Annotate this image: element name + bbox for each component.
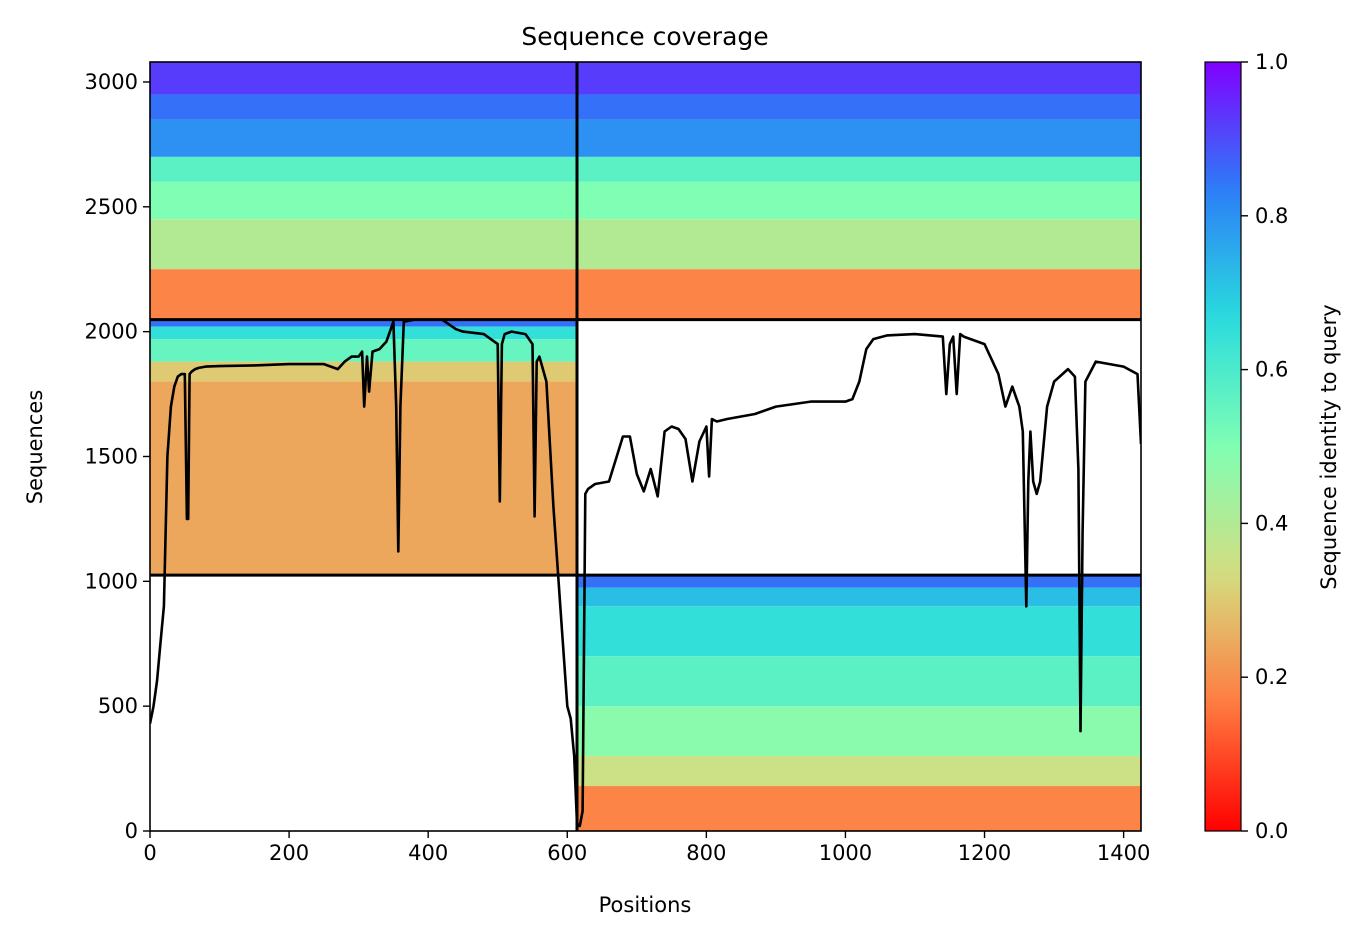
heatmap-band (150, 181, 577, 220)
coverage-line-layer (150, 318, 1141, 828)
colorbar-ticks: 0.0 0.2 0.4 0.6 0.8 1.0 (1241, 50, 1288, 843)
heatmap-area (150, 62, 1141, 831)
heatmap-band (576, 269, 1141, 320)
chart-title: Sequence coverage (521, 22, 768, 51)
heatmap-band (150, 62, 577, 95)
plot-frame (149, 61, 1142, 832)
y-tick-label: 500 (98, 694, 138, 718)
heatmap-band (576, 656, 1141, 707)
colorbar-tick-label: 1.0 (1255, 50, 1288, 74)
chain-boundaries (150, 62, 1141, 831)
y-axis-label: Sequences (23, 390, 47, 505)
heatmap-band (576, 575, 1141, 588)
heatmap-band (150, 219, 577, 270)
heatmap-band (576, 119, 1141, 157)
heatmap-band (576, 94, 1141, 120)
y-tick-label: 2500 (85, 195, 138, 219)
heatmap-band (150, 94, 577, 120)
heatmap-band (150, 319, 577, 327)
colorbar-tick-label: 0.4 (1255, 511, 1288, 535)
heatmap-band (576, 181, 1141, 220)
colorbar-label: Sequence identity to query (1317, 304, 1341, 589)
colorbar-tick-label: 0.2 (1255, 665, 1288, 689)
colorbar-tick-label: 0.0 (1255, 819, 1288, 843)
x-tick-label: 600 (547, 841, 587, 865)
heatmap-band (576, 786, 1141, 831)
x-axis-label: Positions (599, 893, 692, 917)
colorbar-gradient (1204, 61, 1242, 832)
y-tick-label: 3000 (85, 70, 138, 94)
x-tick-label: 200 (269, 841, 309, 865)
heatmap-band (576, 156, 1141, 182)
y-tick-label: 1000 (85, 569, 138, 593)
heatmap-band (150, 381, 577, 576)
colorbar: 0.0 0.2 0.4 0.6 0.8 1.0 Sequence identity to … (1204, 50, 1341, 843)
x-axis: 0 200 400 600 800 1000 1200 1400 (143, 831, 1150, 865)
y-tick-label: 2000 (85, 320, 138, 344)
x-tick-label: 800 (686, 841, 726, 865)
x-tick-label: 1200 (958, 841, 1011, 865)
colorbar-tick-label: 0.6 (1255, 358, 1288, 382)
heatmap-band (150, 339, 577, 362)
heatmap-band (150, 119, 577, 157)
heatmap-band (576, 219, 1141, 270)
x-tick-label: 1400 (1097, 841, 1150, 865)
heatmap-band (150, 326, 577, 340)
heatmap-band (150, 269, 577, 320)
heatmap-band (576, 62, 1141, 95)
y-axis: 0 500 1000 1500 2000 2500 3000 (85, 70, 150, 843)
x-tick-label: 0 (143, 841, 156, 865)
x-tick-label: 400 (408, 841, 448, 865)
y-tick-label: 0 (125, 819, 138, 843)
colorbar-tick-label: 0.8 (1255, 204, 1288, 228)
heatmap-band (150, 156, 577, 182)
heatmap-band (576, 606, 1141, 657)
heatmap-band (576, 587, 1141, 607)
y-tick-label: 1500 (85, 444, 138, 468)
heatmap-band (576, 756, 1141, 787)
heatmap-band (576, 706, 1141, 757)
x-tick-label: 1000 (819, 841, 872, 865)
coverage-line (150, 318, 1141, 828)
